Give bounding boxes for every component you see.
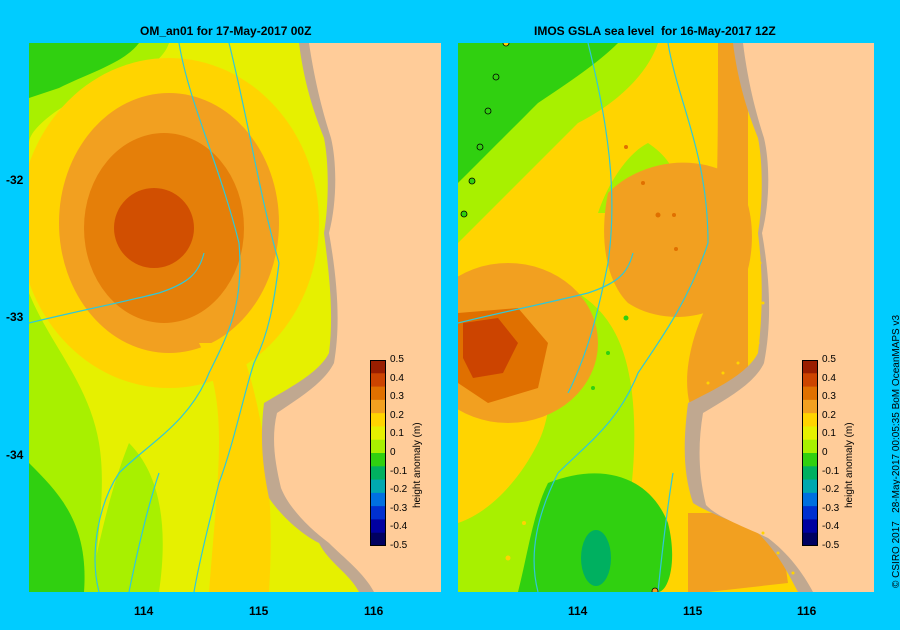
- colorbar-swatch: [802, 453, 818, 467]
- colorbar-swatch: [370, 519, 386, 534]
- colorbar-swatch: [370, 426, 386, 441]
- colorbar-swatch: [802, 519, 818, 534]
- colorbar-swatch: [370, 453, 386, 467]
- colorbar-swatch: [370, 492, 386, 507]
- colorbar-tick-label: -0.3: [390, 502, 408, 514]
- colorbar-swatch: [802, 426, 818, 441]
- left-map-panel: [29, 43, 441, 592]
- colorbar-swatch: [802, 360, 818, 374]
- colorbar-swatch: [802, 532, 818, 547]
- colorbar-swatch: [802, 506, 818, 520]
- x-tick-label: 115: [249, 604, 269, 618]
- colorbar-border: [370, 360, 386, 546]
- x-tick-label: 115: [683, 604, 703, 618]
- colorbar-swatch: [802, 439, 818, 454]
- colorbar-tick-label: 0.2: [822, 409, 836, 421]
- colorbar-swatch: [370, 506, 386, 520]
- y-tick-label: -34: [6, 448, 24, 462]
- colorbar-swatch: [370, 413, 386, 427]
- right-map-panel: [458, 43, 874, 592]
- colorbar-swatch: [370, 479, 386, 494]
- colorbar-swatch: [802, 399, 818, 414]
- colorbar-tick-label: -0.4: [822, 521, 840, 533]
- colorbar-tick-label: 0.3: [390, 391, 404, 403]
- colorbar-tick-label: 0.2: [390, 409, 404, 421]
- x-tick-label: 116: [364, 604, 384, 618]
- colorbar-tick-label: -0.3: [822, 502, 840, 514]
- colorbar-swatch: [802, 386, 818, 401]
- colorbar-tick-label: 0.4: [390, 372, 404, 384]
- colorbar-swatch: [802, 413, 818, 427]
- colorbar-tick-label: 0.5: [390, 354, 404, 365]
- colorbar-swatch: [802, 466, 818, 481]
- left-colorbar: [370, 360, 386, 551]
- colorbar-swatch: [370, 399, 386, 414]
- left-colorbar-title: height anomaly (m): [412, 422, 423, 508]
- y-tick-label: -32: [6, 173, 24, 187]
- colorbar-swatch: [370, 466, 386, 481]
- left-panel-title: OM_an01 for 17-May-2017 00Z: [140, 24, 312, 38]
- x-tick-label: 114: [568, 604, 588, 618]
- right-colorbar: [802, 360, 818, 551]
- colorbar-swatch: [370, 532, 386, 547]
- colorbar-swatch: [370, 439, 386, 454]
- x-tick-label: 116: [797, 604, 817, 618]
- colorbar-swatch: [370, 386, 386, 401]
- colorbar-tick-label: -0.2: [822, 484, 840, 496]
- x-tick-label: 114: [134, 604, 154, 618]
- y-tick-label: -33: [6, 310, 24, 324]
- colorbar-tick-label: 0: [390, 447, 396, 458]
- colorbar-tick-label: -0.2: [390, 484, 408, 496]
- credit-text: © CSIRO 2017 28-May-2017 00:05:35 BoM Oc…: [891, 314, 900, 588]
- colorbar-tick-label: 0: [822, 447, 828, 458]
- colorbar-border: [802, 360, 818, 546]
- colorbar-swatch: [802, 492, 818, 507]
- colorbar-tick-label: 0.1: [822, 428, 836, 440]
- colorbar-tick-label: -0.4: [390, 521, 408, 533]
- colorbar-swatch: [802, 479, 818, 494]
- colorbar-swatch: [370, 373, 386, 388]
- colorbar-swatch: [802, 373, 818, 388]
- right-panel-title: IMOS GSLA sea level for 16-May-2017 12Z: [534, 24, 776, 38]
- colorbar-tick-label: -0.1: [822, 465, 840, 477]
- colorbar-tick-label: -0.1: [390, 465, 408, 477]
- colorbar-tick-label: 0.1: [390, 428, 404, 440]
- colorbar-tick-label: 0.3: [822, 391, 836, 403]
- colorbar-tick-label: 0.4: [822, 372, 836, 384]
- colorbar-tick-label: -0.5: [390, 540, 408, 551]
- right-colorbar-title: height anomaly (m): [844, 422, 855, 508]
- colorbar-swatch: [370, 360, 386, 374]
- colorbar-tick-label: -0.5: [822, 540, 840, 551]
- colorbar-tick-label: 0.5: [822, 354, 836, 365]
